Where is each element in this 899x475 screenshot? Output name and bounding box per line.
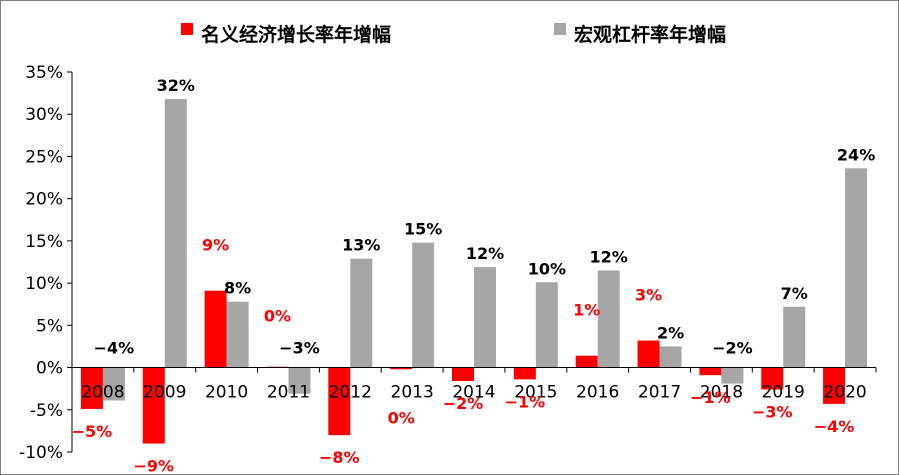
- data-label-leverage: 12%: [466, 244, 504, 263]
- data-label-nominal-growth: −9%: [133, 457, 174, 474]
- data-label-leverage: 7%: [781, 284, 808, 303]
- data-label-leverage: −4%: [94, 339, 135, 358]
- bar-leverage: [226, 301, 249, 368]
- data-label-leverage: 15%: [404, 220, 442, 239]
- data-label-nominal-growth: −3%: [752, 403, 793, 422]
- data-label-nominal-growth: −8%: [319, 448, 360, 467]
- legend-swatch-nominal-growth: [181, 23, 193, 35]
- legend-swatch-leverage: [554, 23, 566, 35]
- x-tick-label: 2014: [452, 383, 495, 403]
- data-label-nominal-growth: 0%: [388, 409, 415, 428]
- x-tick-label: 2015: [514, 383, 557, 403]
- bar-leverage: [535, 282, 558, 368]
- bar-leverage: [164, 99, 187, 368]
- x-tick-label: 2020: [823, 383, 866, 403]
- y-tick-label: 35%: [25, 63, 63, 83]
- bar-nominal-growth: [328, 367, 351, 436]
- y-tick-label: 15%: [25, 232, 63, 252]
- x-tick-label: 2011: [267, 383, 310, 403]
- bar-leverage: [102, 367, 125, 401]
- bar-leverage: [597, 270, 620, 368]
- bar-leverage: [659, 346, 682, 368]
- data-label-nominal-growth: −2%: [443, 394, 484, 413]
- data-label-leverage: 8%: [224, 279, 251, 298]
- bar-leverage: [412, 242, 435, 368]
- category-labels: 2008 2009 2010 2011 2012 2013 2014 2015 2016 2017…: [81, 383, 866, 403]
- y-axis: 35% 30% 25% 20% 15% 10% 5% 0% -5% -10%: [19, 63, 73, 463]
- data-labels: −5% −4% −9% 32% 9% 8% 0% −3% −8% 13% 0% 15% −2% 12% −1…: [72, 76, 876, 474]
- bar-leverage: [350, 258, 373, 368]
- data-label-nominal-growth: 9%: [202, 236, 229, 255]
- data-label-nominal-growth: −5%: [72, 422, 113, 441]
- data-label-nominal-growth: 1%: [573, 301, 600, 320]
- x-tick-label: 2016: [576, 383, 619, 403]
- y-tick-label: 0%: [36, 359, 63, 379]
- bar-nominal-growth: [452, 367, 474, 382]
- data-label-nominal-growth: −1%: [690, 388, 731, 407]
- bar-nominal-growth: [761, 367, 784, 390]
- bar-nominal-growth: [390, 367, 413, 370]
- y-tick-label: 20%: [25, 190, 63, 210]
- data-label-leverage: 24%: [837, 145, 875, 164]
- bar-nominal-growth: [823, 367, 846, 404]
- bar-nominal-growth: [575, 355, 598, 368]
- bar-nominal-growth: [637, 340, 660, 368]
- data-label-nominal-growth: −1%: [505, 392, 546, 411]
- legend-label-nominal-growth: 名义经济增长率年增幅: [201, 23, 391, 46]
- x-tick-label: 2009: [143, 383, 186, 403]
- data-label-leverage: 12%: [590, 247, 628, 266]
- data-label-leverage: 2%: [657, 323, 684, 342]
- bar-leverage: [474, 267, 496, 368]
- data-label-leverage: −3%: [279, 339, 320, 358]
- x-tick-label: 2010: [205, 383, 248, 403]
- y-tick-label: -5%: [30, 401, 63, 421]
- y-tick-label: 30%: [25, 105, 63, 125]
- x-tick-label: 2013: [391, 383, 434, 403]
- y-tick-label: -10%: [19, 443, 63, 463]
- y-tick-label: 25%: [25, 147, 63, 167]
- legend: 名义经济增长率年增幅 宏观杠杆率年增幅: [181, 23, 726, 46]
- bar-leverage: [783, 306, 806, 368]
- data-label-leverage: 13%: [342, 236, 380, 255]
- x-tick-label: 2019: [762, 383, 805, 403]
- data-label-nominal-growth: 0%: [264, 307, 291, 326]
- data-label-nominal-growth: −4%: [814, 417, 855, 436]
- bar-nominal-growth: [142, 367, 165, 444]
- bars: [80, 99, 868, 444]
- y-tick-label: 5%: [36, 316, 63, 336]
- bar-nominal-growth: [204, 290, 227, 368]
- bar-nominal-growth: [80, 367, 103, 409]
- bar-nominal-growth: [699, 367, 722, 376]
- y-tick-label: 10%: [25, 274, 63, 294]
- bar-nominal-growth: [513, 367, 536, 380]
- data-label-leverage: 10%: [528, 259, 566, 278]
- x-tick-label: 2012: [329, 383, 372, 403]
- data-label-nominal-growth: 3%: [635, 286, 662, 305]
- bar-leverage: [721, 367, 744, 384]
- bar-leverage: [288, 367, 311, 394]
- data-label-leverage: −2%: [712, 339, 753, 358]
- bar-leverage: [845, 168, 868, 368]
- x-tick-label: 2018: [700, 383, 743, 403]
- data-label-leverage: 32%: [157, 76, 195, 95]
- legend-label-leverage: 宏观杠杆率年增幅: [574, 23, 726, 46]
- x-axis: [71, 367, 877, 373]
- x-tick-label: 2017: [638, 383, 681, 403]
- x-tick-label: 2008: [81, 383, 124, 403]
